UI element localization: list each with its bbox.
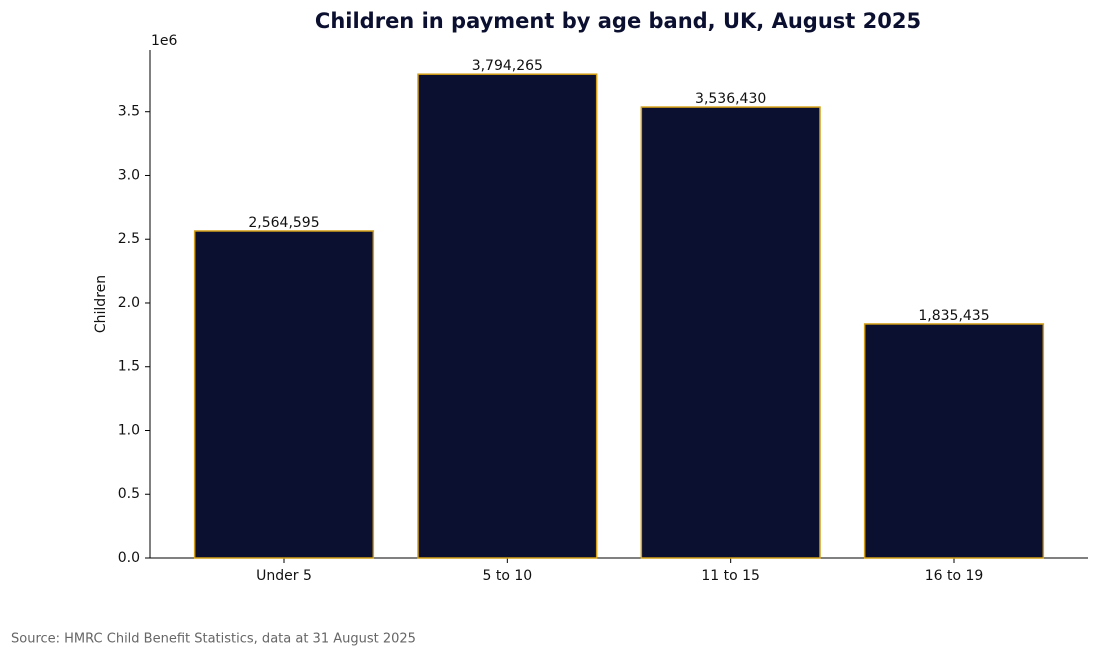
x-tick-label: 16 to 19 [925, 568, 984, 584]
bar [863, 323, 1045, 559]
y-tick-label: 0.5 [118, 486, 140, 502]
chart-title: Children in payment by age band, UK, Aug… [315, 9, 921, 33]
value-label: 1,835,435 [918, 308, 989, 324]
y-tick-label: 0.0 [118, 550, 140, 566]
y-tick-label: 1.5 [118, 359, 140, 375]
value-label: 3,794,265 [472, 58, 543, 74]
bar [417, 73, 598, 559]
y-tick-label: 1.0 [118, 422, 140, 438]
y-tick-label: 3.0 [118, 167, 140, 183]
bar [193, 230, 375, 559]
source-note: Source: HMRC Child Benefit Statistics, d… [11, 632, 416, 647]
y-tick-label: 2.0 [118, 295, 140, 311]
value-label: 2,564,595 [248, 215, 319, 231]
x-tick-label: 11 to 15 [701, 568, 760, 584]
y-axis-label: Children [93, 275, 109, 333]
bar [640, 106, 821, 559]
y-offset-label: 1e6 [151, 33, 178, 49]
y-tick-label: 2.5 [118, 231, 140, 247]
x-tick-label: Under 5 [256, 568, 312, 584]
value-label: 3,536,430 [695, 91, 766, 107]
y-tick-label: 3.5 [118, 104, 140, 120]
x-tick-label: 5 to 10 [482, 568, 532, 584]
